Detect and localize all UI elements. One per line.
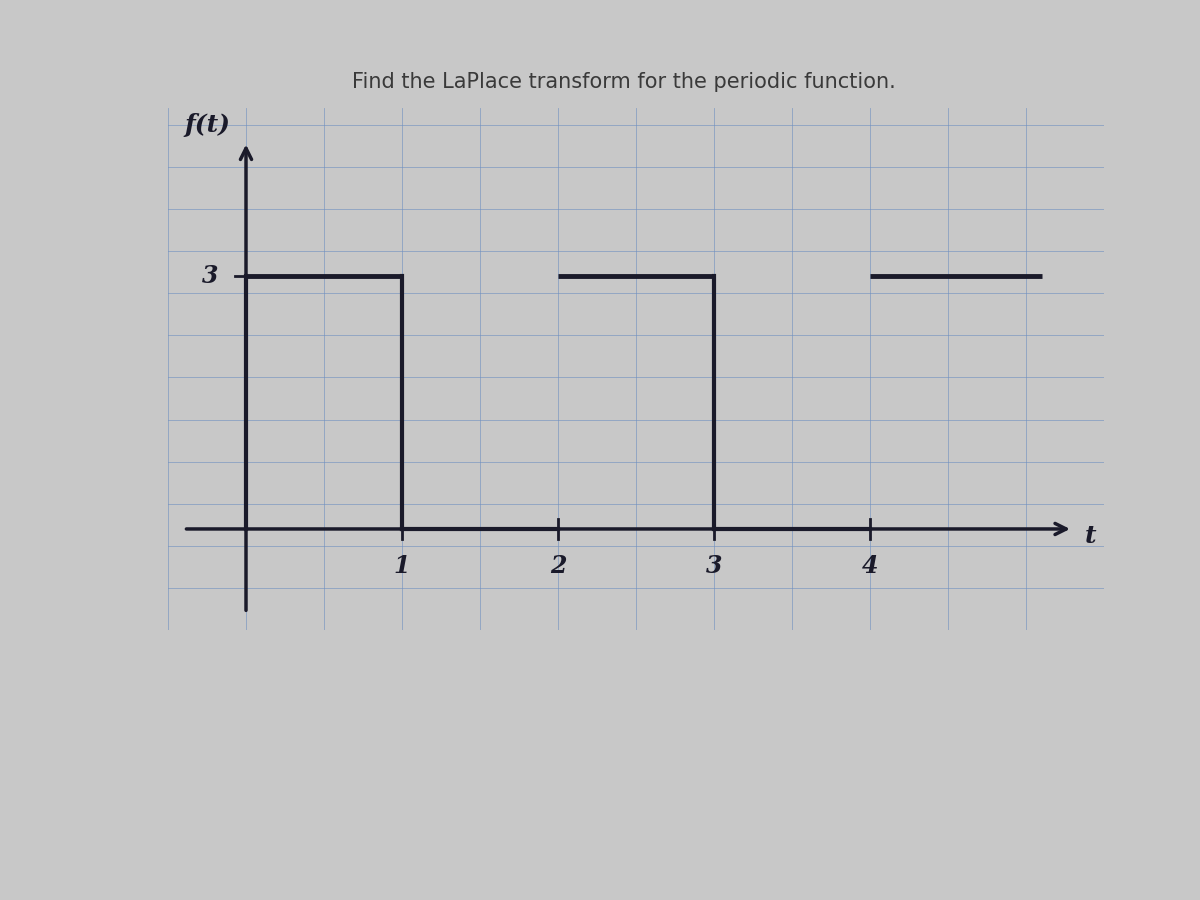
Text: 2: 2 xyxy=(550,554,566,578)
Text: Find the LaPlace transform for the periodic function.: Find the LaPlace transform for the perio… xyxy=(352,72,896,92)
Text: 3: 3 xyxy=(706,554,722,578)
Text: 3: 3 xyxy=(202,265,218,288)
Text: f(t): f(t) xyxy=(184,113,230,138)
Text: 1: 1 xyxy=(394,554,410,578)
Text: t: t xyxy=(1085,524,1097,548)
Text: 4: 4 xyxy=(862,554,878,578)
